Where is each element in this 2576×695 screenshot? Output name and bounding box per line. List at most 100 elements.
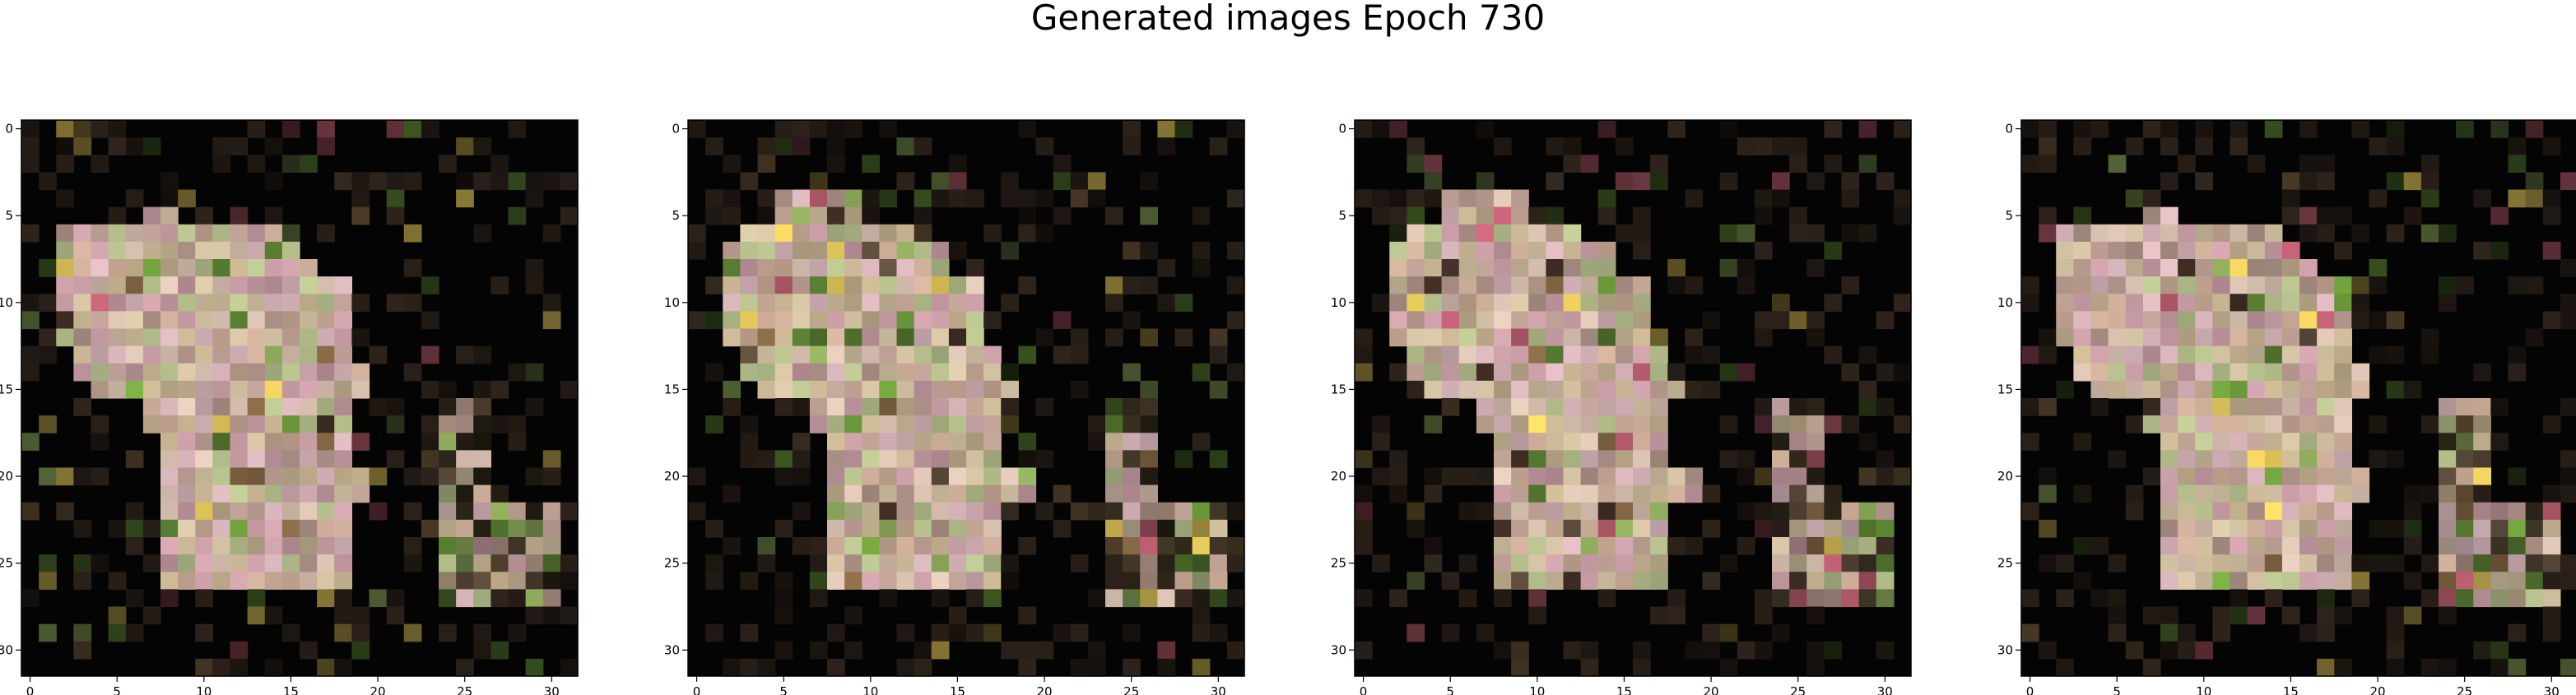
image-pixel bbox=[473, 137, 491, 155]
y-tick-label: 15 bbox=[0, 382, 13, 396]
image-pixel bbox=[2090, 120, 2109, 138]
image-pixel bbox=[844, 537, 863, 555]
image-pixel bbox=[1754, 589, 1773, 608]
image-pixel bbox=[1372, 554, 1390, 572]
image-pixel bbox=[1685, 189, 1704, 208]
image-pixel bbox=[1494, 276, 1512, 294]
image-pixel bbox=[439, 450, 457, 469]
image-pixel bbox=[1511, 658, 1529, 677]
image-pixel bbox=[1772, 433, 1790, 451]
image-pixel bbox=[774, 345, 793, 364]
image-pixel bbox=[1476, 345, 1495, 364]
image-pixel bbox=[2281, 380, 2300, 399]
image-pixel bbox=[1441, 276, 1460, 294]
image-pixel bbox=[1001, 572, 1019, 590]
image-pixel bbox=[1702, 572, 1721, 590]
image-pixel bbox=[1355, 363, 1373, 382]
image-pixel bbox=[2039, 554, 2057, 572]
image-pixel bbox=[1754, 606, 1773, 625]
image-pixel bbox=[1615, 172, 1634, 191]
image-pixel bbox=[108, 345, 127, 364]
image-pixel bbox=[456, 415, 474, 433]
image-pixel bbox=[403, 623, 422, 642]
image-pixel bbox=[2160, 467, 2178, 486]
image-pixel bbox=[2490, 519, 2509, 538]
image-pixel bbox=[1754, 311, 1773, 330]
image-pixel bbox=[948, 484, 967, 503]
image-pixel bbox=[317, 276, 335, 294]
image-pixel bbox=[2490, 433, 2509, 451]
image-pixel bbox=[334, 276, 352, 294]
image-pixel bbox=[2525, 537, 2544, 555]
image-pixel bbox=[1511, 433, 1529, 451]
image-pixel bbox=[966, 294, 984, 312]
image-pixel bbox=[73, 259, 92, 277]
image-pixel bbox=[723, 328, 741, 347]
image-pixel bbox=[1123, 589, 1141, 608]
image-pixel bbox=[2542, 589, 2561, 608]
image-pixel bbox=[2281, 259, 2300, 277]
image-pixel bbox=[2560, 572, 2576, 590]
image-pixel bbox=[896, 537, 915, 555]
image-pixel bbox=[1001, 241, 1019, 260]
image-pixel bbox=[281, 155, 300, 173]
image-pixel bbox=[2281, 433, 2300, 451]
image-pixel bbox=[1597, 363, 1616, 382]
image-pixel bbox=[1789, 589, 1807, 608]
image-pixel bbox=[1140, 589, 1158, 608]
image-pixel bbox=[1140, 554, 1158, 572]
image-pixel bbox=[1615, 537, 1634, 555]
image-pixel bbox=[1737, 276, 1755, 294]
image-pixel bbox=[142, 276, 161, 294]
image-pixel bbox=[39, 259, 57, 277]
image-pixel bbox=[56, 294, 74, 312]
image-pixel bbox=[1140, 328, 1158, 347]
image-pixel bbox=[2369, 345, 2388, 364]
image-pixel bbox=[2039, 137, 2057, 155]
image-pixel bbox=[914, 206, 932, 225]
image-pixel bbox=[1789, 572, 1807, 590]
image-pixel bbox=[1372, 206, 1390, 225]
image-pixel bbox=[809, 537, 828, 555]
image-pixel bbox=[369, 172, 388, 191]
image-pixel bbox=[1597, 433, 1616, 451]
image-pixel bbox=[2230, 450, 2248, 469]
image-pixel bbox=[1806, 433, 1825, 451]
image-pixel bbox=[73, 572, 92, 590]
image-pixel bbox=[914, 380, 932, 399]
image-pixel bbox=[2160, 172, 2178, 191]
x-tick-label: 15 bbox=[950, 684, 965, 695]
image-pixel bbox=[2317, 484, 2335, 503]
image-pixel bbox=[212, 502, 231, 521]
image-pixel bbox=[300, 311, 318, 330]
image-pixel bbox=[879, 276, 898, 294]
image-pixel bbox=[2334, 606, 2352, 625]
image-pixel bbox=[2560, 311, 2576, 330]
image-pixel bbox=[300, 467, 318, 486]
image-pixel bbox=[705, 189, 723, 208]
image-pixel bbox=[160, 311, 179, 330]
image-pixel bbox=[2178, 450, 2196, 469]
image-pixel bbox=[195, 259, 213, 277]
image-pixel bbox=[1458, 589, 1477, 608]
image-pixel bbox=[1580, 467, 1599, 486]
image-pixel bbox=[1650, 572, 1668, 590]
image-pixel bbox=[2439, 294, 2457, 312]
image-pixel bbox=[2230, 537, 2248, 555]
image-pixel bbox=[2299, 519, 2318, 538]
image-pixel bbox=[2386, 554, 2405, 572]
image-pixel bbox=[334, 345, 352, 364]
image-pixel bbox=[2473, 502, 2491, 521]
image-pixel bbox=[1511, 224, 1529, 243]
image-pixel bbox=[1140, 519, 1158, 538]
image-pixel bbox=[2230, 241, 2248, 260]
image-pixel bbox=[560, 206, 579, 225]
image-pixel bbox=[844, 450, 863, 469]
image-pixel bbox=[230, 398, 249, 416]
image-pixel bbox=[983, 589, 1002, 608]
image-pixel bbox=[2212, 380, 2231, 399]
image-pixel bbox=[142, 398, 161, 416]
image-pixel bbox=[2264, 502, 2283, 521]
image-pixel bbox=[1789, 415, 1807, 433]
image-pixel bbox=[2299, 363, 2318, 382]
